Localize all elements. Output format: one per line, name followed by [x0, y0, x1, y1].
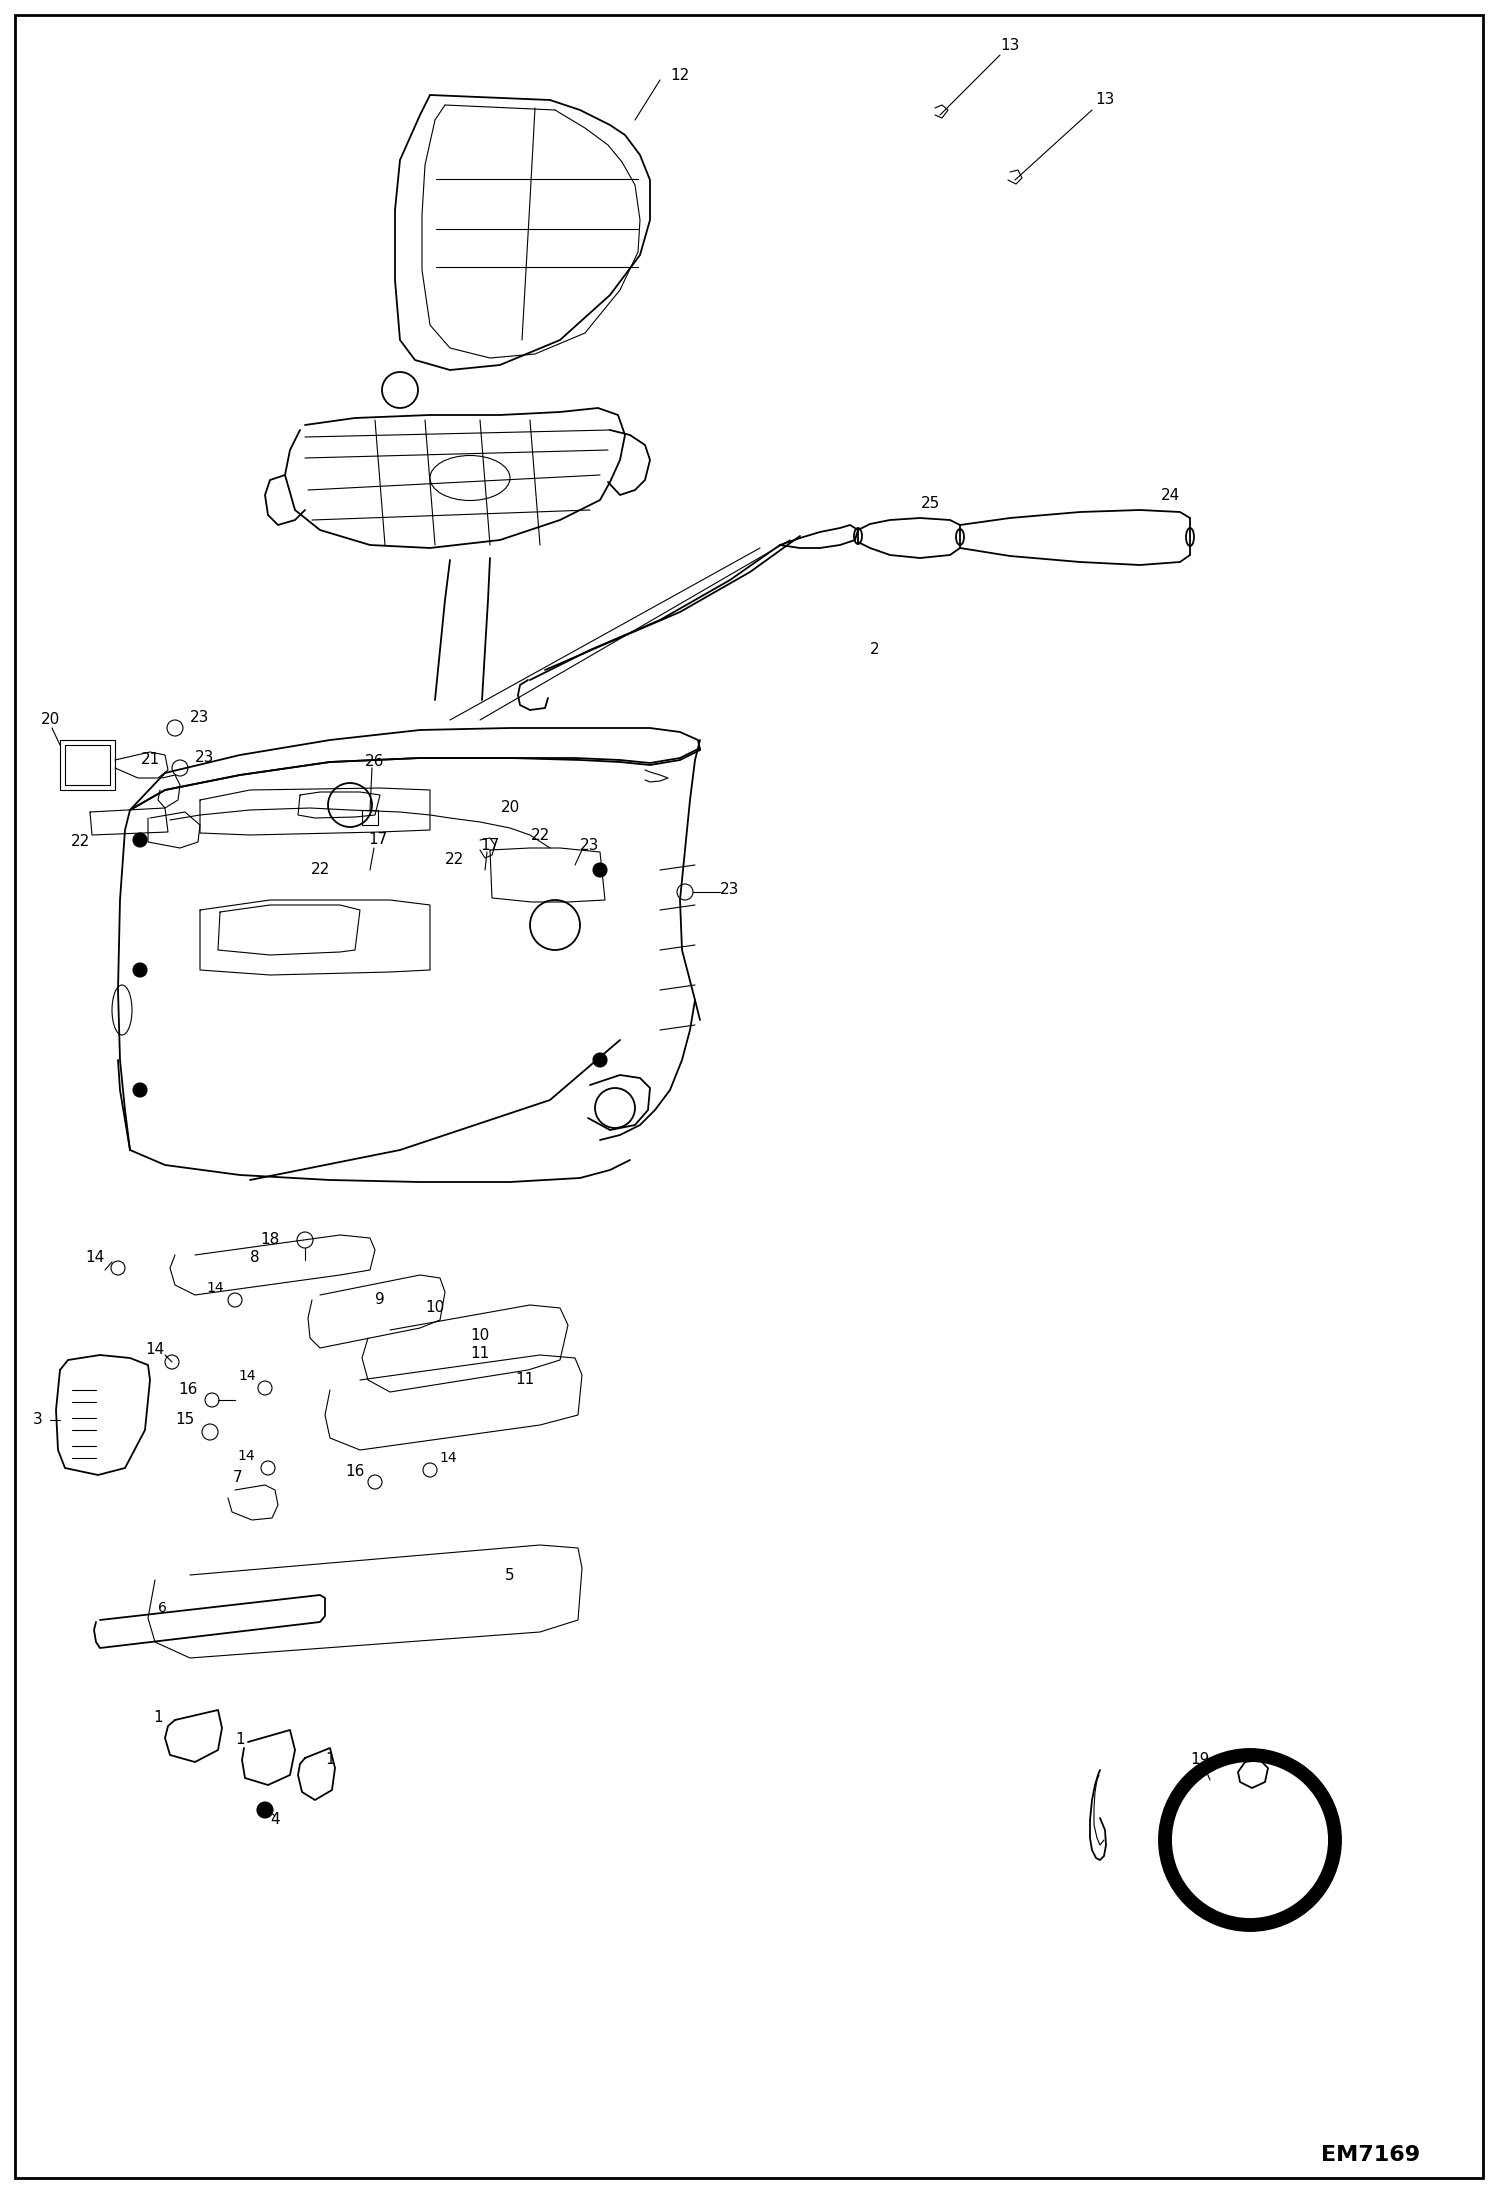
Text: 23: 23: [580, 838, 599, 853]
Text: 21: 21: [141, 752, 160, 768]
Circle shape: [593, 864, 607, 877]
Text: 14: 14: [145, 1342, 165, 1357]
Text: 26: 26: [366, 754, 385, 770]
Text: 2: 2: [870, 643, 879, 658]
Text: 3: 3: [33, 1412, 43, 1428]
Text: 22: 22: [70, 836, 90, 849]
Text: 15: 15: [175, 1412, 195, 1428]
Text: 1: 1: [325, 1752, 336, 1768]
Text: 19: 19: [1191, 1752, 1210, 1768]
Text: 25: 25: [920, 496, 939, 511]
Text: 11: 11: [470, 1347, 490, 1360]
Text: 7: 7: [234, 1472, 243, 1485]
Text: 23: 23: [190, 711, 210, 726]
Circle shape: [133, 963, 147, 978]
Text: 14: 14: [238, 1368, 256, 1384]
Text: 22: 22: [310, 862, 330, 877]
Text: 22: 22: [445, 853, 464, 868]
Text: 9: 9: [374, 1292, 385, 1307]
Text: 20: 20: [40, 713, 60, 728]
Text: 20: 20: [500, 800, 520, 816]
Text: 17: 17: [369, 833, 388, 846]
Text: 23: 23: [721, 882, 740, 897]
Text: 1: 1: [235, 1732, 244, 1748]
Text: EM7169: EM7169: [1321, 2145, 1420, 2164]
Circle shape: [133, 833, 147, 846]
Text: 24: 24: [1161, 487, 1179, 502]
Text: 16: 16: [178, 1382, 198, 1397]
Text: 14: 14: [207, 1281, 223, 1296]
Circle shape: [593, 1053, 607, 1068]
Text: 8: 8: [250, 1250, 259, 1265]
Text: 18: 18: [261, 1232, 280, 1248]
Text: 22: 22: [530, 827, 550, 842]
Circle shape: [1189, 1781, 1309, 1899]
Text: 16: 16: [346, 1465, 364, 1480]
Text: 1: 1: [153, 1711, 163, 1726]
Text: 14: 14: [85, 1250, 105, 1265]
Text: 10: 10: [470, 1327, 490, 1342]
Circle shape: [258, 1803, 273, 1818]
Text: 13: 13: [1095, 92, 1115, 107]
Text: 6: 6: [157, 1601, 166, 1614]
Text: 14: 14: [439, 1452, 457, 1465]
Text: 23: 23: [195, 750, 214, 765]
Text: 4: 4: [270, 1811, 280, 1827]
Text: 11: 11: [515, 1373, 535, 1388]
Text: 14: 14: [237, 1450, 255, 1463]
Text: 10: 10: [425, 1300, 445, 1316]
Text: 12: 12: [671, 68, 689, 83]
Text: 5: 5: [505, 1568, 515, 1583]
Text: 17: 17: [481, 838, 500, 853]
Text: 13: 13: [1001, 37, 1020, 53]
Circle shape: [133, 1083, 147, 1096]
